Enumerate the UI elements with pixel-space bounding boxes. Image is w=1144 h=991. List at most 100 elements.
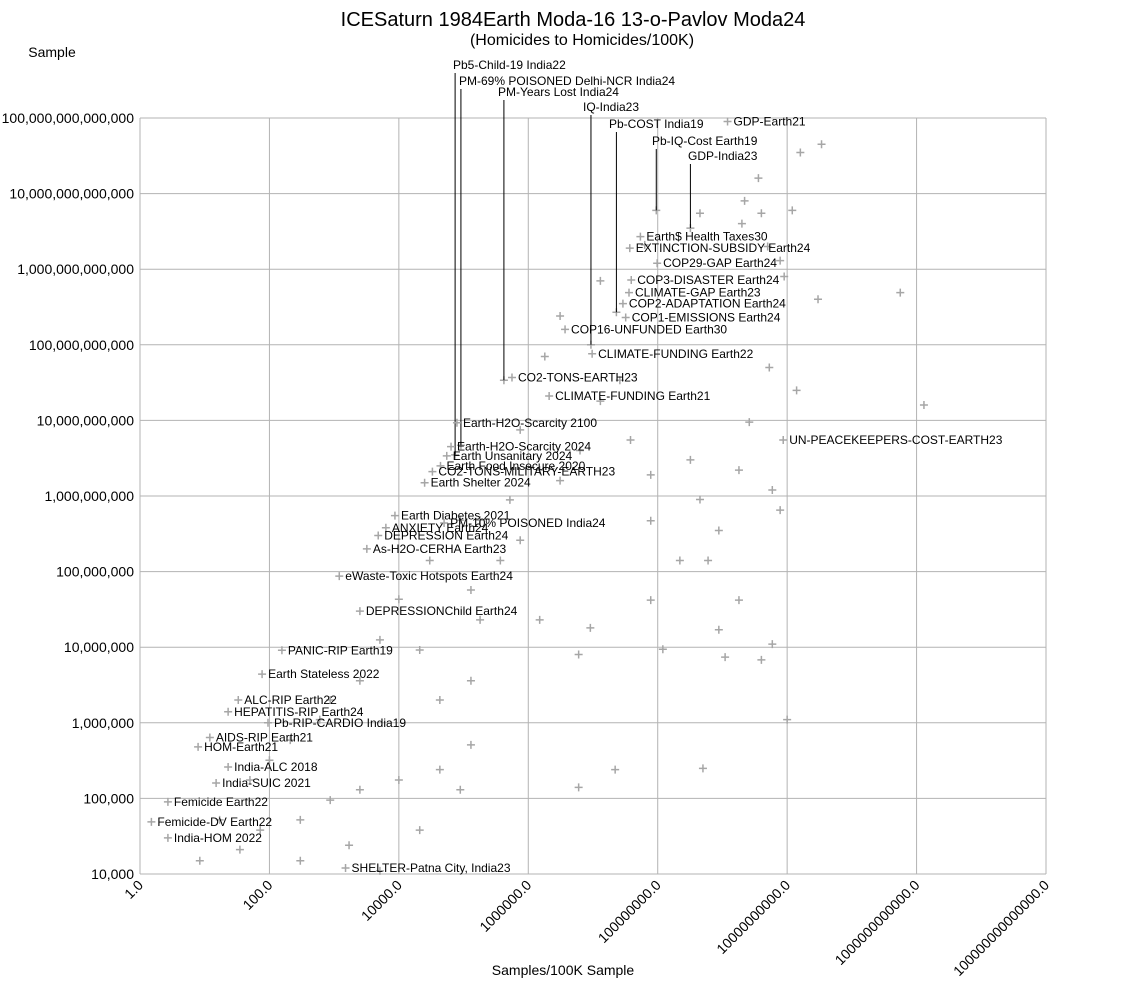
y-tick-label: 100,000,000 (56, 564, 134, 580)
annotation: PM-Years Lost India24 (498, 85, 619, 99)
annotated-point (428, 467, 437, 476)
annotation: Pb-IQ-Cost Earth19 (652, 134, 758, 148)
annotation: COP2-ADAPTATION Earth24 (629, 297, 786, 311)
data-point (574, 650, 583, 659)
data-point (796, 148, 805, 157)
annotated-point (588, 349, 597, 358)
data-point (425, 556, 434, 565)
data-point (476, 516, 485, 525)
annotated-point (447, 442, 456, 451)
annotation: DEPRESSIONChild Earth24 (366, 604, 518, 618)
data-point (456, 785, 465, 794)
annotated-point (420, 478, 429, 487)
data-point (375, 866, 384, 875)
annotated-point (163, 833, 172, 842)
y-tick-label: 100,000 (83, 790, 134, 806)
data-point (286, 736, 295, 745)
data-point (355, 785, 364, 794)
data-point (556, 312, 565, 321)
annotated-point (341, 864, 350, 873)
annotated-point (390, 511, 399, 520)
annotation: CLIMATE-FUNDING Earth22 (598, 347, 753, 361)
data-point (535, 615, 544, 624)
annotated-point (545, 392, 554, 401)
annotated-point (194, 742, 203, 751)
annotation: DEPRESSION Earth24 (384, 529, 508, 543)
data-point (765, 363, 774, 372)
annotation: SHELTER-Patna City, India23 (352, 861, 511, 875)
data-point (896, 288, 905, 297)
annotation: Earth-H2O-Scarcity 2024 (457, 440, 591, 454)
annotated-point (507, 373, 516, 382)
annotated-point (163, 797, 172, 806)
data-point (695, 209, 704, 218)
data-point (675, 556, 684, 565)
data-point (646, 516, 655, 525)
data-point (646, 596, 655, 605)
annotated-point (625, 244, 634, 253)
data-point (326, 696, 335, 705)
data-point (466, 740, 475, 749)
data-point (780, 272, 789, 281)
data-point (714, 526, 723, 535)
y-tick-label: 100,000,000,000,000 (2, 110, 135, 126)
data-point (574, 783, 583, 792)
annotated-point (381, 523, 390, 532)
annotation: Femicide Earth22 (174, 795, 268, 809)
y-tick-label: 1,000,000,000 (44, 488, 134, 504)
annotation: COP16-UNFUNDED Earth30 (571, 322, 727, 336)
annotated-point (452, 418, 461, 427)
annotated-point (779, 436, 788, 445)
annotation: Earth Unsanitary 2024 (453, 449, 573, 463)
annotation: HOM-Earth21 (204, 740, 278, 754)
y-axis-label: Sample (28, 44, 76, 60)
data-point (745, 418, 754, 427)
annotation: COP3-DISASTER Earth24 (637, 273, 779, 287)
data-point (540, 352, 549, 361)
data-point (640, 240, 649, 249)
annotation: Pb5-Child-19 India22 (453, 58, 566, 72)
data-point (814, 295, 823, 304)
data-point (757, 209, 766, 218)
y-tick-label: 10,000,000,000,000 (9, 186, 134, 202)
annotation: GDP-India23 (688, 149, 758, 163)
data-point (658, 645, 667, 654)
data-point (394, 595, 403, 604)
annotation: PM-10% POISONED India24 (450, 516, 606, 530)
data-point (345, 841, 354, 850)
data-point (415, 826, 424, 835)
data-point (734, 596, 743, 605)
y-tick-label: 10,000 (91, 866, 134, 882)
data-point (476, 615, 485, 624)
data-point (456, 516, 465, 525)
data-point (256, 826, 265, 835)
data-point (698, 764, 707, 773)
annotated-point (618, 299, 627, 308)
annotated-point (147, 817, 156, 826)
annotation: PM-69% POISONED Delhi-NCR India24 (459, 74, 675, 88)
annotation: Earth Food Insecure 2020 (446, 459, 585, 473)
y-tick-label: 10,000,000 (64, 639, 134, 655)
data-point (265, 756, 274, 765)
data-point (435, 765, 444, 774)
data-point (466, 676, 475, 685)
data-point (466, 586, 475, 595)
data-point (315, 715, 324, 724)
annotation: HEPATITIS-RIP Earth24 (234, 705, 364, 719)
data-point (394, 776, 403, 785)
annotation: India-ALC 2018 (234, 760, 318, 774)
data-point (375, 635, 384, 644)
annotated-point (653, 259, 662, 268)
data-point (296, 815, 305, 824)
data-point (435, 696, 444, 705)
data-point (596, 276, 605, 285)
data-point (763, 242, 772, 251)
annotation: Earth-H2O-Scarcity 2100 (463, 416, 597, 430)
data-point (516, 536, 525, 545)
data-point (516, 425, 525, 434)
annotated-point (212, 778, 221, 787)
y-tick-label: 10,000,000,000 (37, 412, 135, 428)
annotation: As-H2O-CERHA Earth23 (373, 542, 507, 556)
data-point (556, 476, 565, 485)
